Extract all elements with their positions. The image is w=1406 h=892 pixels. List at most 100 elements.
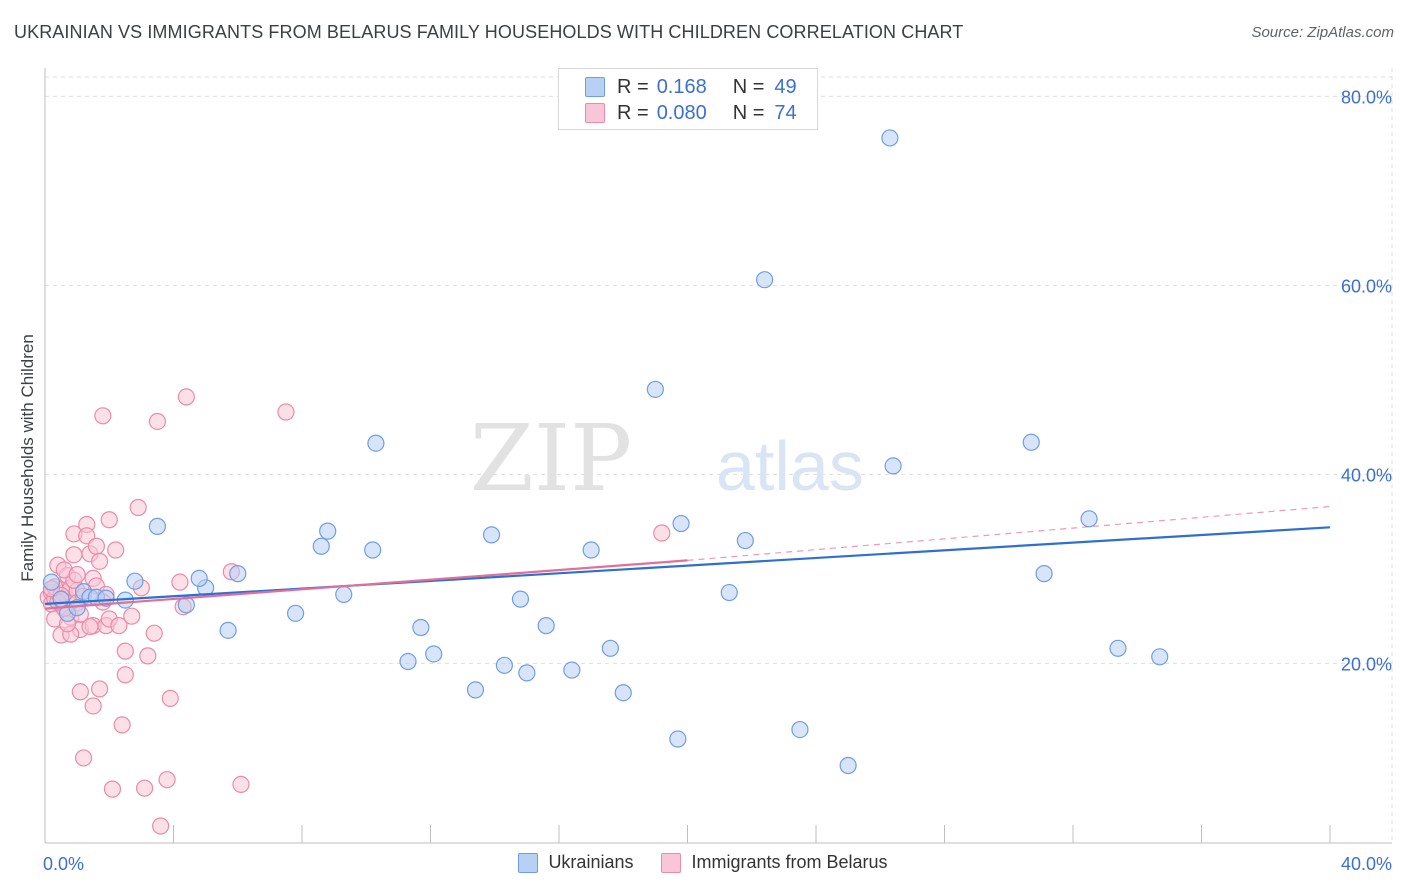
watermark: ZIP atlas bbox=[470, 405, 864, 512]
legend-label-ukrainians: Ukrainians bbox=[548, 852, 634, 872]
ukrainians-point bbox=[669, 730, 687, 748]
belarus-point bbox=[145, 624, 163, 642]
belarus-point bbox=[65, 546, 83, 564]
legend-n-label: N = bbox=[732, 101, 765, 124]
ukrainians-point bbox=[839, 756, 857, 775]
ukrainians-point bbox=[511, 590, 530, 608]
belarus-point bbox=[87, 537, 106, 555]
ukrainians-point bbox=[52, 590, 70, 608]
legend-swatch-blue bbox=[585, 77, 605, 97]
legend-row-belarus: R = 0.080 N = 74 bbox=[585, 101, 797, 125]
belarus-point bbox=[171, 573, 189, 591]
legend-n-label: N = bbox=[732, 75, 765, 98]
ukrainians-point bbox=[177, 596, 195, 614]
ukrainians-point bbox=[286, 604, 305, 622]
belarus-point bbox=[91, 552, 109, 570]
legend-item-belarus[interactable]: Immigrants from Belarus bbox=[661, 852, 888, 873]
watermark-atlas: atlas bbox=[716, 427, 864, 505]
y-tick-label: 40.0% bbox=[1341, 465, 1392, 485]
legend-swatch-pink bbox=[661, 852, 682, 873]
belarus-point bbox=[139, 647, 157, 665]
ukrainians-point bbox=[614, 684, 632, 702]
ukrainians-point bbox=[219, 621, 237, 639]
x-tick-label: 40.0% bbox=[1341, 854, 1392, 874]
legend-r-value: 0.168 bbox=[656, 75, 707, 98]
legend-n-value: 49 bbox=[774, 75, 797, 98]
ukrainians-point bbox=[190, 569, 208, 587]
belarus-point bbox=[158, 771, 176, 789]
ukrainians-point bbox=[582, 541, 600, 559]
ukrainians-point bbox=[229, 565, 247, 583]
ukrainians-point bbox=[495, 656, 513, 674]
ukrainians-point bbox=[601, 639, 620, 657]
ukrainians-point bbox=[425, 645, 443, 663]
belarus-point bbox=[123, 607, 141, 625]
y-tick-label: 80.0% bbox=[1341, 87, 1392, 107]
ukrainians-point bbox=[97, 589, 115, 607]
belarus-point bbox=[232, 775, 250, 794]
watermark-zip: ZIP bbox=[470, 405, 632, 512]
ukrainians-point bbox=[412, 618, 430, 637]
belarus-point bbox=[277, 403, 295, 421]
belarus-point bbox=[113, 716, 131, 734]
tick-labels: 20.0% 40.0% 60.0% 80.0% 0.0% 40.0% bbox=[43, 87, 1392, 874]
belarus-point bbox=[100, 511, 118, 529]
belarus-point bbox=[107, 541, 125, 559]
ukrainians-point bbox=[482, 526, 501, 544]
belarus-point bbox=[177, 388, 195, 406]
ukrainians-point bbox=[755, 271, 774, 289]
belarus-trend-extension bbox=[687, 505, 1331, 562]
belarus-point bbox=[81, 617, 99, 636]
legend-item-ukrainians[interactable]: Ukrainians bbox=[518, 852, 633, 873]
ukrainians-point bbox=[1022, 433, 1040, 451]
belarus-point bbox=[84, 697, 102, 715]
belarus-point bbox=[148, 412, 167, 431]
ukrainians-point bbox=[720, 583, 738, 602]
ukrainians-point bbox=[672, 514, 690, 533]
ukrainians-point bbox=[1035, 565, 1053, 583]
ukrainians-point bbox=[367, 434, 385, 452]
stats-legend: R = 0.168 N = 49 R = 0.080 N = 74 bbox=[558, 68, 818, 130]
ukrainians-point bbox=[126, 572, 144, 590]
belarus-point bbox=[71, 683, 89, 701]
ukrainians-point bbox=[736, 531, 754, 550]
ukrainians-point bbox=[1080, 510, 1098, 528]
legend-label-belarus: Immigrants from Belarus bbox=[691, 852, 888, 872]
y-tick-label: 20.0% bbox=[1341, 654, 1392, 674]
legend-r-label: R = bbox=[617, 101, 649, 124]
belarus-point bbox=[653, 524, 671, 542]
chart-title: UKRAINIAN VS IMMIGRANTS FROM BELARUS FAM… bbox=[14, 22, 964, 42]
ukrainians-point bbox=[791, 720, 809, 739]
belarus-point bbox=[91, 680, 109, 698]
belarus-point bbox=[74, 749, 93, 767]
belarus-point bbox=[135, 779, 154, 797]
y-tick-label: 60.0% bbox=[1341, 276, 1392, 296]
x-tick-label: 0.0% bbox=[43, 854, 84, 874]
ukrainians-point bbox=[148, 517, 167, 535]
ukrainians-trend-line bbox=[44, 526, 1331, 605]
belarus-point bbox=[129, 498, 147, 517]
axis-layer bbox=[44, 68, 1392, 844]
belarus-point bbox=[161, 689, 179, 707]
ukrainians-point bbox=[312, 537, 330, 555]
ukrainians-point bbox=[563, 661, 581, 679]
ukrainians-point bbox=[1151, 648, 1169, 666]
ukrainians-point bbox=[518, 664, 536, 682]
belarus-point bbox=[68, 565, 86, 584]
ukrainians-point bbox=[881, 129, 899, 147]
ukrainians-point bbox=[646, 380, 664, 398]
series-legend: Ukrainians Immigrants from Belarus bbox=[0, 852, 1406, 873]
ukrainians-point bbox=[335, 585, 353, 604]
ukrainians-point bbox=[319, 522, 337, 540]
trend-lines bbox=[44, 505, 1331, 610]
belarus-point bbox=[152, 817, 170, 835]
legend-row-ukrainians: R = 0.168 N = 49 bbox=[585, 75, 797, 99]
belarus-point bbox=[103, 780, 122, 798]
ukrainians-point bbox=[537, 617, 555, 635]
belarus-point bbox=[110, 617, 128, 635]
legend-swatch-pink bbox=[585, 103, 605, 123]
ukrainians-point bbox=[466, 681, 485, 699]
belarus-point bbox=[94, 407, 112, 425]
legend-n-value: 74 bbox=[774, 101, 797, 124]
